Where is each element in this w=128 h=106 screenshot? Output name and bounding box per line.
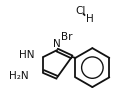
Text: Cl: Cl [76,6,86,16]
Text: Br: Br [61,32,73,42]
Text: H₂N: H₂N [9,71,29,81]
Text: N: N [53,39,61,49]
Text: HN: HN [19,50,35,60]
Text: H: H [86,14,93,24]
